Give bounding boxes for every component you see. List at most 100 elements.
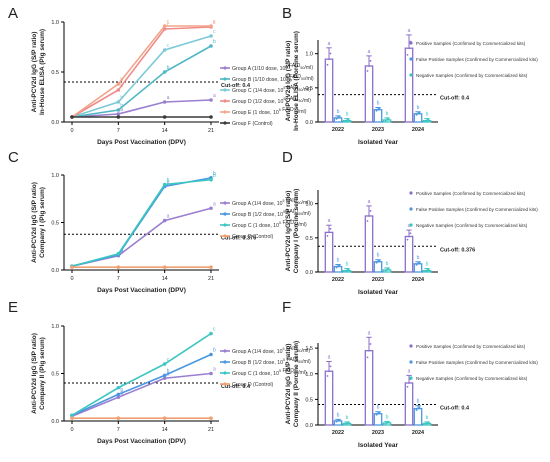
data-point (209, 416, 213, 420)
x-tick-label: 14 (162, 427, 168, 433)
sample-dot (375, 261, 378, 264)
y-tick-label: 1.0 (305, 202, 313, 208)
bar (364, 215, 374, 273)
x-tick-label: 2022 (332, 430, 344, 436)
data-point (162, 100, 167, 104)
significance-letter: b (386, 111, 389, 117)
significance-letter: a (328, 218, 331, 224)
significance-letter: a (213, 93, 216, 99)
significance-letter: b (120, 103, 123, 109)
x-axis-label: Days Post Vaccination (DPV) (97, 438, 186, 445)
sample-dot (418, 111, 421, 114)
sample-dot (386, 422, 388, 424)
significance-letter: a (120, 249, 123, 255)
x-tick-label: 7 (117, 427, 120, 433)
legend-label: False Positive Samples (Confirmed by Com… (416, 57, 538, 62)
sample-dot (347, 421, 350, 424)
sample-dot (368, 65, 370, 67)
bar (413, 263, 423, 273)
series-line (71, 45, 212, 118)
significance-letter: b (167, 65, 170, 71)
data-point (162, 115, 167, 119)
sample-dot (369, 343, 372, 345)
legend-label: Group C (1/4 dose, 105 FAID50/ml) (232, 85, 311, 94)
significance-letter: b (426, 112, 429, 118)
sample-dot (366, 70, 369, 72)
legend-marker (223, 201, 227, 205)
x-axis-label: Isolated Year (358, 442, 398, 449)
significance-letter: a (368, 330, 371, 336)
legend-marker (409, 57, 413, 61)
panel-letter: B (282, 5, 292, 22)
sample-dot (344, 423, 347, 426)
x-tick-label: 2022 (332, 277, 344, 283)
sample-dot (377, 412, 379, 415)
series-line (71, 35, 212, 118)
significance-letter: b (386, 261, 389, 267)
bar (373, 109, 383, 123)
bar (404, 382, 414, 426)
sample-dot (338, 264, 341, 267)
legend-marker (223, 66, 227, 70)
legend-label: Negative Samples (Confirmed by Commercia… (416, 223, 528, 228)
significance-letter: b (167, 368, 170, 374)
bar (373, 413, 383, 426)
panel-letter: E (8, 299, 18, 316)
significance-letter: a (408, 28, 411, 34)
legend-label: Group B (1/10 dose, 105 FAID50/ml) (232, 74, 314, 83)
x-tick-label: 2022 (332, 127, 344, 133)
y-tick-label: 1.0 (51, 173, 59, 179)
y-tick-label: 0.0 (51, 419, 59, 425)
bar (324, 370, 334, 426)
sample-dot (424, 270, 427, 273)
data-point (116, 115, 121, 119)
legend-label: Group E (1 dose, 105 FAID50/ml) (232, 107, 307, 116)
legend-label: Positive Samples (Confirmed by Commercia… (416, 191, 526, 196)
y-tick-label: 0.0 (305, 423, 313, 429)
significance-letter: b (426, 415, 429, 421)
x-tick-label: 14 (162, 128, 168, 134)
sample-dot (408, 47, 410, 50)
significance-letter: b (120, 77, 123, 83)
significance-letter: a (213, 367, 216, 373)
panel-letter: A (8, 5, 18, 22)
legend-label: Group D (Control) (232, 234, 273, 240)
significance-letter: b (377, 405, 380, 411)
x-tick-label: 2024 (412, 127, 425, 133)
significance-letter: b (346, 262, 349, 268)
y-axis-label: Anti-PCV2d IgG (S/P ratio) (285, 344, 292, 425)
sample-dot (408, 382, 410, 384)
data-point (70, 413, 74, 418)
legend-label: Group A (1/4 dose, 105 FAID50/ml) (232, 198, 310, 207)
significance-letter: a (328, 355, 331, 361)
x-tick-label: 21 (208, 276, 214, 282)
data-point (162, 182, 167, 187)
sample-dot (326, 63, 329, 66)
data-point (116, 385, 121, 390)
significance-letter: b (337, 109, 340, 115)
legend-marker (409, 41, 413, 45)
data-point (162, 24, 167, 28)
significance-letter: b (346, 415, 349, 421)
data-point (209, 206, 213, 211)
legend-marker (223, 223, 227, 227)
legend-label: Group A (1/4 dose, 105 FAID50/ml) (232, 346, 310, 355)
y-axis-label: Company I (Porcine serum) (293, 189, 300, 274)
legend-marker (223, 77, 227, 81)
legend-marker (223, 212, 227, 216)
sample-dot (377, 260, 379, 263)
x-tick-label: 7 (117, 276, 120, 282)
legend-marker (223, 360, 227, 364)
legend-marker (223, 110, 227, 114)
sample-dot (415, 263, 418, 266)
significance-letter: b (417, 399, 420, 405)
significance-letter: b (213, 173, 216, 179)
bar (404, 235, 414, 273)
x-axis-label: Days Post Vaccination (DPV) (97, 139, 186, 146)
significance-letter: b (426, 262, 429, 268)
data-point (116, 416, 121, 420)
sample-dot (417, 112, 419, 115)
y-tick-label: 0.5 (51, 372, 59, 378)
